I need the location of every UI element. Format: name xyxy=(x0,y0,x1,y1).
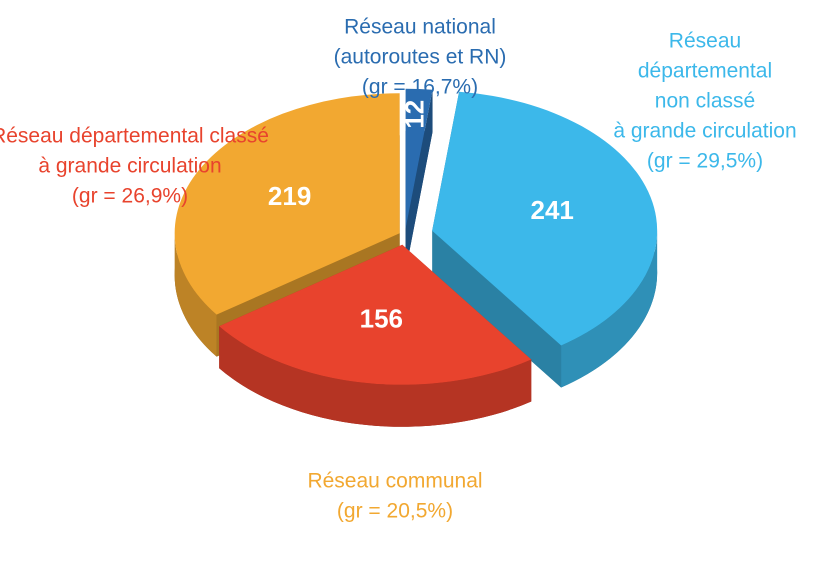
value-label: 12 xyxy=(400,100,430,129)
value-label: 219 xyxy=(268,181,311,211)
slice-side xyxy=(174,233,217,357)
value-label: 156 xyxy=(360,304,403,334)
slice-cut xyxy=(405,88,433,271)
category-label: à grande circulation xyxy=(38,155,221,178)
category-label: à grande circulation xyxy=(613,120,796,143)
category-label: départemental xyxy=(638,60,772,83)
category-label: (gr = 20,5%) xyxy=(337,500,453,523)
slice xyxy=(219,244,532,385)
category-label: (gr = 29,5%) xyxy=(647,150,763,173)
slice-side xyxy=(561,230,658,388)
category-label: (gr = 16,7%) xyxy=(362,76,478,99)
category-label: Réseau départemental classé xyxy=(0,125,269,148)
category-label: (autoroutes et RN) xyxy=(334,46,507,69)
value-label: 241 xyxy=(531,195,574,225)
slice xyxy=(174,93,400,315)
category-label: Réseau communal xyxy=(307,470,482,493)
slice xyxy=(432,91,658,346)
slice xyxy=(405,88,433,229)
category-label: (gr = 26,9%) xyxy=(72,185,188,208)
category-label: Réseau national xyxy=(344,16,496,39)
slice-side xyxy=(219,326,532,427)
slice-cut xyxy=(432,91,562,388)
category-label: non classé xyxy=(655,90,755,113)
category-label: Réseau xyxy=(669,30,741,53)
